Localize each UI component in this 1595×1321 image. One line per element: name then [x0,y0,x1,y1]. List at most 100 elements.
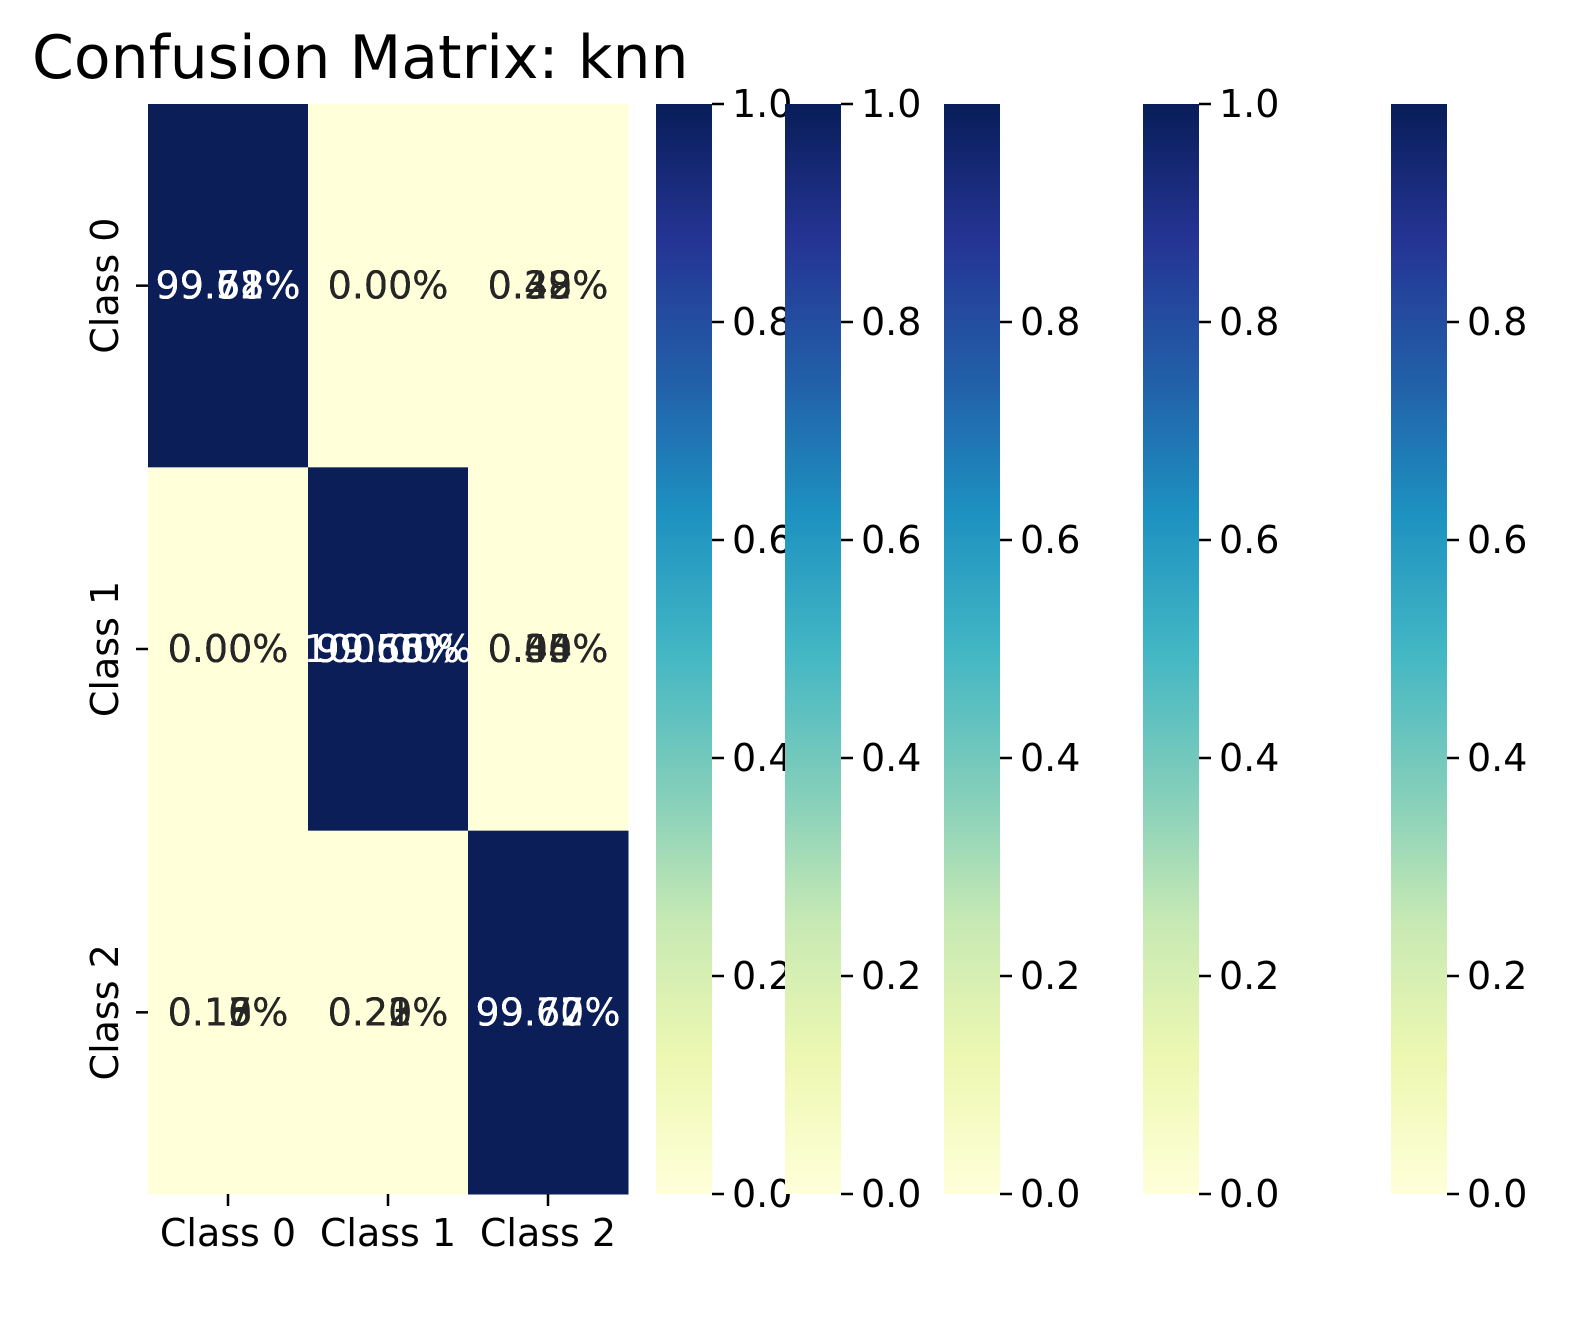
cell-annotation: 0.21% [328,990,449,1034]
cell-annotation: 0.00% [168,627,289,671]
cell-annotation: 99.71% [156,264,301,308]
colorbar-tick-label: 0.8 [1467,300,1527,344]
cell-annotation: 99.55% [316,627,461,671]
cell-annotation: 99.68% [156,264,301,308]
cell-annotation: 99.62% [476,990,621,1034]
cell-annotation: 99.65% [316,627,461,671]
cell-annotation: 0.00% [488,627,609,671]
heatmap-cell [148,467,309,832]
colorbar-tick-label: 0.0 [732,1172,792,1216]
colorbar-tick-label: 0.2 [861,954,921,998]
colorbar-tick-label: 0.6 [1467,518,1527,562]
cell-annotation: 99.66% [316,627,461,671]
colorbar-tick-label: 1.0 [1219,82,1279,126]
heatmap-cells [148,104,629,1195]
cell-annotation: 0.00% [328,264,449,308]
colorbar-tick-label: 0.0 [1020,1172,1080,1216]
cell-annotation: 0.40% [488,627,609,671]
y-axis: Class 0 Class 1 Class 2 [83,218,148,1080]
colorbar-tick-label: 0.0 [861,1172,921,1216]
cell-annotation: 0.10% [168,990,289,1034]
cell-annotation: 0.00% [328,264,449,308]
colorbar: 0.0 0.2 0.4 0.6 0.8 1.0 [656,82,792,1216]
cell-annotation: 0.00% [168,627,289,671]
colorbar-gradient [1143,104,1199,1194]
cell-annotation: 0.45% [488,627,609,671]
x-tick-label: Class 0 [160,1211,296,1255]
y-tick-label: Class 1 [83,581,127,717]
cell-annotation: 0.35% [488,627,609,671]
cell-annotation: 99.62% [476,990,621,1034]
heatmap-cell [148,830,309,1195]
colorbar-gradient [656,104,712,1194]
heatmap-cell [468,104,629,468]
y-tick-label: Class 2 [83,944,127,1080]
cell-annotations: 99.71% 0.00% 0.29% 0.00% 99.66% 0.34% 0.17% 0.2… [156,264,621,1035]
cell-annotation: 0.13% [168,990,289,1034]
cell-annotation: 100.00% [303,627,472,671]
cell-annotation: 0.00% [168,627,289,671]
cell-annotation: 0.29% [488,264,609,308]
cell-annotation: 0.17% [168,990,289,1034]
colorbar-tick-label: 0.6 [861,518,921,562]
colorbar-tick-label: 0.4 [1467,736,1527,780]
x-tick-label: Class 2 [480,1211,616,1255]
cell-annotation: 99.58% [156,264,301,308]
colorbar-tick-label: 0.4 [861,736,921,780]
heatmap-cell [148,104,309,468]
cell-annotation: 0.16% [168,990,289,1034]
x-axis: Class 0 Class 1 Class 2 [160,1194,616,1255]
colorbar-tick-label: 0.4 [1219,736,1279,780]
colorbar-tick-label: 0.6 [1219,518,1279,562]
cell-annotation: 0.38% [488,264,609,308]
y-tick-label: Class 0 [83,218,127,354]
colorbar-tick-label: 0.4 [1020,736,1080,780]
colorbar-tick-label: 0.0 [1219,1172,1279,1216]
cell-annotation: 0.32% [488,264,609,308]
colorbar-tick-label: 0.2 [1467,954,1527,998]
cell-annotation: 99.62% [156,264,301,308]
colorbar-tick-label: 0.2 [1219,954,1279,998]
colorbar-tick-label: 0.8 [1020,300,1080,344]
colorbar: 0.0 0.2 0.4 0.6 0.8 1.0 [785,82,921,1216]
colorbar: 0.0 0.2 0.4 0.6 0.8 1.0 [1143,82,1279,1216]
colorbar-tick-label: 0.6 [732,518,792,562]
cell-annotation: 0.00% [168,627,289,671]
cell-annotation: 0.42% [488,264,609,308]
colorbar: 0.0 0.2 0.4 0.6 0.8 [1391,104,1527,1216]
colorbar-gradient [1391,104,1447,1194]
colorbars: 0.00.20.40.60.81.00.00.20.40.60.81.00.00… [656,82,1527,1216]
colorbar-tick-label: 1.0 [861,82,921,126]
colorbar-tick-label: 0.4 [732,736,792,780]
cell-annotation: 0.22% [328,990,449,1034]
colorbar-gradient [785,104,841,1194]
cell-annotation: 0.00% [328,264,449,308]
heatmap-cell [468,467,629,832]
heatmap-cell [308,104,469,468]
heatmap-cell [468,830,629,1195]
cell-annotation: 0.34% [488,627,609,671]
cell-annotation: 99.70% [476,990,621,1034]
cell-annotation: 0.00% [328,264,449,308]
chart-title: Confusion Matrix: knn [32,23,689,93]
heatmap-cell [308,830,469,1195]
cell-annotation: 0.28% [488,264,609,308]
colorbar-tick-label: 0.8 [861,300,921,344]
cell-annotation: 99.72% [156,264,301,308]
cell-annotation: 0.20% [328,990,449,1034]
colorbar: 0.0 0.2 0.4 0.6 0.8 [944,104,1080,1216]
cell-annotation: 0.00% [168,627,289,671]
colorbar-tick-label: 0.8 [1219,300,1279,344]
x-tick-label: Class 1 [320,1211,456,1255]
cell-annotation: 0.00% [328,264,449,308]
cell-annotation: 0.15% [168,990,289,1034]
cell-annotation: 99.67% [476,990,621,1034]
cell-annotation: 0.20% [328,990,449,1034]
colorbar-tick-label: 0.2 [1020,954,1080,998]
colorbar-tick-label: 0.8 [732,300,792,344]
cell-annotation: 99.60% [316,627,461,671]
colorbar-tick-label: 0.2 [732,954,792,998]
colorbar-tick-label: 1.0 [732,82,792,126]
